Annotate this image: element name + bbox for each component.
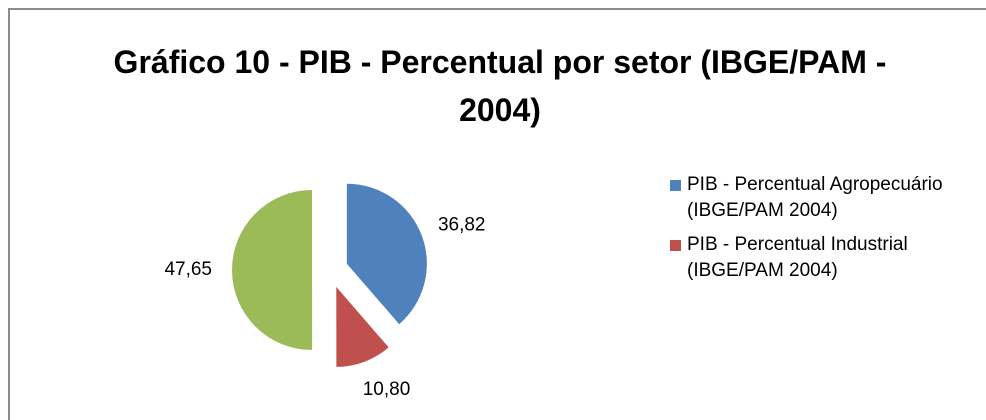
legend-swatch: [670, 180, 681, 191]
pie-slice: [336, 286, 389, 367]
chart: 36,82 10,80 47,65: [164, 183, 486, 400]
pie-slice: [231, 190, 313, 351]
data-label: 36,82: [438, 214, 486, 235]
legend-swatch: [670, 240, 681, 251]
data-label: 10,80: [363, 379, 411, 400]
legend-label: PIB - Percentual Agropecuário (IBGE/PAM …: [687, 174, 943, 221]
legend-label: PIB - Percentual Industrial (IBGE/PAM 20…: [687, 234, 908, 281]
legend-item: PIB - Percentual Industrial (IBGE/PAM 20…: [670, 232, 977, 284]
pie-slice: [346, 183, 427, 325]
legend-item: PIB - Percentual Agropecuário (IBGE/PAM …: [670, 172, 977, 224]
data-label: 47,65: [164, 259, 212, 280]
chart-title: Gráfico 10 - PIB - Percentual por setor …: [113, 44, 887, 128]
page: Gráfico 10 - PIB - Percentual por setor …: [8, 8, 986, 420]
chart-frame: [8, 8, 986, 420]
